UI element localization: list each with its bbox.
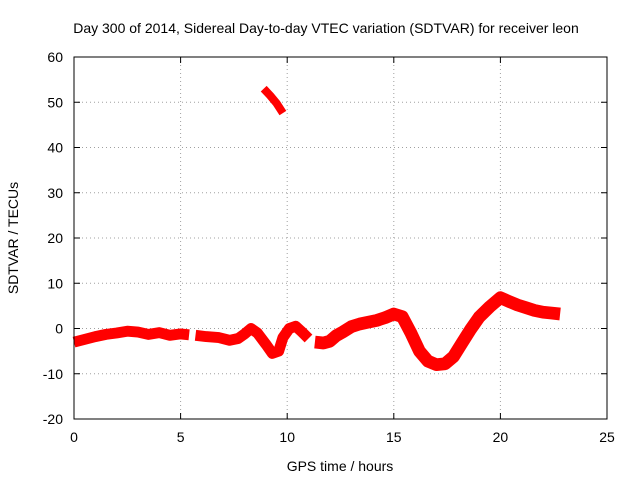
x-tick-label: 10	[279, 429, 295, 445]
y-tick-label: 50	[47, 94, 63, 110]
series-line-band-1	[72, 325, 190, 348]
series-line-band-3	[314, 291, 561, 372]
x-tick-label: 15	[386, 429, 402, 445]
x-axis-label: GPS time / hours	[287, 458, 394, 474]
y-tick-label: -20	[43, 411, 63, 427]
x-tick-label: 25	[599, 429, 615, 445]
y-tick-label: 20	[47, 230, 63, 246]
x-tick-labels: 0 5 10 15 20 25	[70, 429, 615, 445]
series-line-outlier	[260, 85, 287, 116]
y-tick-label: -10	[43, 366, 63, 382]
grid	[74, 57, 607, 419]
y-tick-label: 40	[47, 140, 63, 156]
series-group	[72, 85, 561, 372]
axis-ticks	[73, 56, 608, 420]
y-tick-label: 0	[55, 321, 63, 337]
y-axis-label: SDTVAR / TECUs	[5, 182, 21, 294]
y-tick-label: 60	[47, 49, 63, 65]
y-tick-label: 30	[47, 185, 63, 201]
y-tick-labels: -20 -10 0 10 20 30 40 50 60	[43, 49, 63, 427]
x-tick-label: 0	[70, 429, 78, 445]
x-tick-label: 20	[493, 429, 509, 445]
chart-title: Day 300 of 2014, Sidereal Day-to-day VTE…	[73, 20, 579, 36]
series-line-band-2	[194, 320, 313, 359]
x-tick-label: 5	[177, 429, 185, 445]
y-tick-label: 10	[47, 275, 63, 291]
